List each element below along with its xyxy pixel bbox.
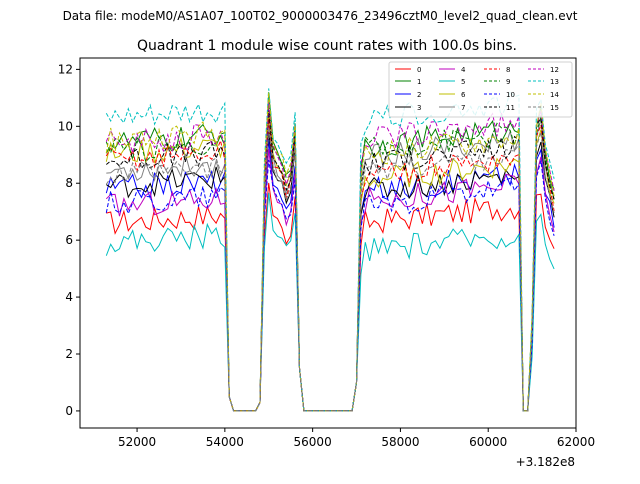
legend-box <box>388 61 573 118</box>
y-tick-label: 0 <box>65 404 73 418</box>
y-tick-label: 10 <box>58 119 73 133</box>
legend-label-8: 8 <box>506 66 510 74</box>
series-line-11 <box>105 109 555 412</box>
y-tick-label: 6 <box>65 233 73 247</box>
x-tick-label: 56000 <box>294 435 332 449</box>
series-line-9 <box>105 104 555 412</box>
legend-label-7: 7 <box>461 104 465 112</box>
legend-label-0: 0 <box>417 66 421 74</box>
x-axis: 52000 54000 56000 58000 60000 62000 <box>118 428 595 449</box>
legend-label-15: 15 <box>550 104 559 112</box>
series-line-14 <box>105 91 555 412</box>
x-tick-label: 60000 <box>469 435 507 449</box>
chart-suptitle: Data file: modeM0/AS1A07_100T02_90000034… <box>63 9 578 23</box>
legend-label-1: 1 <box>417 78 421 86</box>
legend-label-4: 4 <box>461 66 466 74</box>
y-tick-label: 12 <box>58 62 73 76</box>
legend-label-13: 13 <box>550 78 559 86</box>
x-offset-label: +3.182e8 <box>516 455 575 469</box>
x-tick-label: 62000 <box>557 435 595 449</box>
x-tick-label: 58000 <box>381 435 419 449</box>
y-axis: 0 2 4 6 8 10 12 <box>58 62 80 418</box>
series-line-1 <box>105 92 555 412</box>
legend-label-6: 6 <box>461 91 466 99</box>
series-line-15 <box>105 126 555 412</box>
x-tick-label: 54000 <box>206 435 244 449</box>
legend-label-14: 14 <box>550 91 559 99</box>
legend-label-2: 2 <box>417 91 421 99</box>
y-tick-label: 8 <box>65 176 73 190</box>
chart-title: Quadrant 1 module wise count rates with … <box>137 38 517 54</box>
series-line-3 <box>106 131 555 412</box>
y-tick-label: 4 <box>65 290 73 304</box>
y-tick-label: 2 <box>65 347 73 361</box>
plot-frame <box>79 57 577 429</box>
series-line-12 <box>105 101 555 412</box>
legend-label-3: 3 <box>417 104 421 112</box>
legend-label-12: 12 <box>550 66 559 74</box>
series-line-13 <box>105 88 555 412</box>
series-line-0 <box>106 182 555 412</box>
legend-label-11: 11 <box>506 104 515 112</box>
plot-area <box>105 88 555 412</box>
series-line-8 <box>105 118 555 412</box>
x-tick-label: 52000 <box>118 435 156 449</box>
legend-label-9: 9 <box>506 78 510 86</box>
series-line-2 <box>105 139 555 412</box>
legend-label-5: 5 <box>461 78 465 86</box>
series-line-4 <box>105 149 555 412</box>
legend-label-10: 10 <box>506 91 515 99</box>
series-lines <box>105 88 555 412</box>
